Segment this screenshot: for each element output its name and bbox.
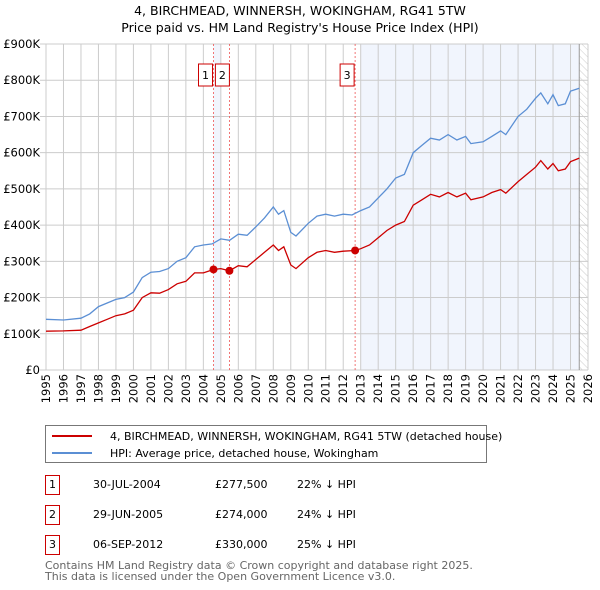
x-tick-label: 2011 <box>319 374 333 403</box>
x-tick-label: 1998 <box>91 374 105 403</box>
sale-price: £330,000 <box>215 538 268 551</box>
footer-line: Contains HM Land Registry data © Crown c… <box>45 559 473 572</box>
sale-marker: 2 <box>45 505 60 525</box>
legend-label-property: 4, BIRCHMEAD, WINNERSH, WOKINGHAM, RG41 … <box>110 429 503 443</box>
sale-date: 06-SEP-2012 <box>93 538 164 551</box>
chart-subtitle: Price paid vs. HM Land Registry's House … <box>121 20 479 35</box>
sale-label: 3 <box>344 69 351 82</box>
sale-hpi: 22% ↓ HPI <box>297 478 356 491</box>
x-tick-label: 2025 <box>564 374 578 403</box>
x-tick-label: 2017 <box>424 374 438 403</box>
sale-date: 30-JUL-2004 <box>93 478 161 491</box>
x-tick-label: 2003 <box>179 374 193 403</box>
footer: Contains HM Land Registry data © Crown c… <box>45 560 473 582</box>
sale-price: £277,500 <box>215 478 268 491</box>
sale-row: 3 06-SEP-2012 £330,000 25% ↓ HPI <box>45 535 465 555</box>
x-tick-label: 2005 <box>214 374 228 403</box>
x-tick-label: 2013 <box>354 374 368 403</box>
sale-marker: 3 <box>45 535 60 555</box>
sale-hpi: 25% ↓ HPI <box>297 538 356 551</box>
x-tick-label: 2007 <box>249 374 263 403</box>
x-tick-label: 2008 <box>266 374 280 403</box>
sale-date: 29-JUN-2005 <box>93 508 164 521</box>
sale-point <box>351 246 360 255</box>
sale-label: 2 <box>219 69 226 82</box>
sale-label-box <box>339 63 355 87</box>
y-tick-label: £100K <box>3 327 40 341</box>
sale-marker: 1 <box>45 475 60 495</box>
y-tick-label: £800K <box>3 73 40 87</box>
x-tick-label: 1999 <box>109 374 123 403</box>
x-tick-label: 1997 <box>74 374 88 403</box>
y-tick-label: £300K <box>3 254 40 268</box>
legend: 4, BIRCHMEAD, WINNERSH, WOKINGHAM, RG41 … <box>45 425 502 463</box>
x-tick-label: 2024 <box>546 374 560 403</box>
x-tick-label: 2012 <box>336 374 350 403</box>
x-tick-label: 1995 <box>39 374 53 403</box>
x-tick-label: 2001 <box>144 374 158 403</box>
x-tick-label: 1996 <box>56 374 70 403</box>
y-tick-label: £200K <box>3 291 40 305</box>
sale-row: 2 29-JUN-2005 £274,000 24% ↓ HPI <box>45 505 465 525</box>
sale-hpi: 24% ↓ HPI <box>297 508 356 521</box>
sale-label-box <box>197 63 213 87</box>
sale-label: 1 <box>202 69 209 82</box>
series-line <box>45 87 580 321</box>
sale-point <box>225 266 234 275</box>
x-tick-label: 2020 <box>476 374 490 403</box>
forecast-hatch <box>579 44 588 370</box>
plot-area: 1995 1996 1997 1998 1999 2000 2001 2002 2003 2004… <box>3 37 595 403</box>
x-tick-label: 2019 <box>459 374 473 403</box>
sale-point <box>209 265 218 274</box>
x-tick-label: 2022 <box>511 374 525 403</box>
x-tick-label: 2000 <box>126 374 140 403</box>
series-line <box>45 157 580 332</box>
x-tick-label: 2018 <box>441 374 455 403</box>
legend-swatch-property <box>52 435 92 437</box>
shaded-region <box>213 44 221 370</box>
chart-title: 4, BIRCHMEAD, WINNERSH, WOKINGHAM, RG41 … <box>134 3 466 18</box>
x-tick-label: 2021 <box>494 374 508 403</box>
x-tick-label: 2014 <box>371 374 385 403</box>
y-tick-label: £400K <box>3 218 40 232</box>
shaded-region <box>360 44 580 370</box>
y-tick-label: £900K <box>3 37 40 51</box>
y-tick-label: £600K <box>3 146 40 160</box>
x-tick-label: 2016 <box>406 374 420 403</box>
x-tick-label: 2010 <box>301 374 315 403</box>
sale-row: 1 30-JUL-2004 £277,500 22% ↓ HPI <box>45 475 465 495</box>
x-tick-label: 2004 <box>196 374 210 403</box>
legend-label-hpi: HPI: Average price, detached house, Woki… <box>110 446 379 460</box>
sale-label-box <box>214 63 230 87</box>
footer-line: This data is licensed under the Open Gov… <box>45 570 396 583</box>
y-tick-label: £0 <box>25 363 40 377</box>
x-tick-label: 2002 <box>161 374 175 403</box>
x-tick-label: 2015 <box>389 374 403 403</box>
x-tick-label: 2023 <box>529 374 543 403</box>
x-tick-label: 2006 <box>231 374 245 403</box>
sale-price: £274,000 <box>215 508 268 521</box>
legend-swatch-hpi <box>52 452 92 454</box>
y-tick-label: £700K <box>3 109 40 123</box>
x-tick-label: 2009 <box>284 374 298 403</box>
x-tick-label: 2026 <box>581 374 595 403</box>
y-tick-label: £500K <box>3 182 40 196</box>
